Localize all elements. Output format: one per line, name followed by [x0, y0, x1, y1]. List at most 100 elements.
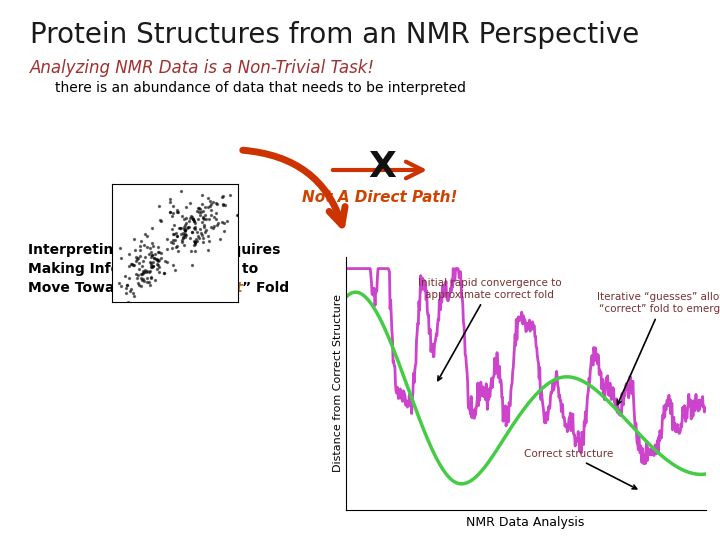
Point — [182, 222, 194, 231]
Point — [189, 240, 201, 249]
Point — [169, 236, 181, 245]
Point — [153, 267, 165, 276]
Point — [231, 211, 243, 219]
Point — [131, 274, 143, 283]
Point — [154, 216, 166, 225]
Point — [187, 214, 199, 223]
Point — [191, 234, 202, 243]
Point — [135, 269, 147, 278]
Point — [221, 217, 233, 226]
Point — [192, 232, 204, 240]
Point — [198, 222, 210, 231]
FancyArrowPatch shape — [243, 150, 345, 225]
Point — [151, 259, 163, 268]
Point — [189, 219, 201, 227]
Point — [122, 298, 134, 307]
Point — [166, 225, 178, 233]
Point — [189, 238, 201, 247]
Point — [180, 214, 192, 222]
Point — [179, 226, 190, 235]
Point — [197, 213, 209, 221]
Point — [189, 247, 201, 255]
Point — [211, 199, 222, 208]
Point — [210, 209, 221, 218]
Point — [140, 268, 152, 276]
Point — [137, 256, 148, 265]
Text: Correct: Correct — [185, 281, 243, 295]
Point — [152, 261, 163, 269]
Point — [147, 261, 158, 270]
Point — [145, 261, 156, 269]
Point — [132, 279, 144, 287]
Point — [197, 207, 209, 215]
Point — [168, 221, 179, 230]
Point — [172, 208, 184, 217]
Point — [114, 244, 125, 252]
Point — [143, 278, 155, 287]
Point — [134, 252, 145, 260]
Point — [145, 262, 157, 271]
Point — [124, 287, 135, 295]
Point — [165, 207, 176, 216]
Point — [152, 257, 163, 266]
Point — [181, 224, 192, 232]
Point — [151, 255, 163, 264]
Point — [171, 205, 182, 214]
Point — [167, 230, 179, 239]
Point — [135, 237, 147, 246]
Point — [171, 208, 183, 217]
Point — [125, 285, 137, 293]
Point — [194, 207, 205, 216]
Point — [186, 260, 197, 269]
Point — [148, 241, 159, 250]
Point — [135, 246, 146, 255]
Point — [143, 250, 155, 259]
Point — [177, 233, 189, 241]
Point — [179, 222, 190, 231]
Point — [189, 237, 200, 245]
X-axis label: NMR Data Analysis: NMR Data Analysis — [467, 516, 585, 529]
Point — [189, 224, 200, 233]
Text: Making Informed “: Making Informed “ — [28, 262, 175, 276]
Point — [123, 274, 135, 282]
Point — [161, 258, 173, 267]
Point — [166, 212, 177, 220]
Point — [135, 274, 147, 282]
Point — [204, 215, 215, 224]
Point — [200, 225, 212, 234]
Point — [217, 200, 228, 209]
Point — [217, 200, 229, 208]
Point — [158, 268, 170, 277]
Point — [145, 250, 157, 259]
Point — [204, 201, 216, 210]
Point — [180, 218, 192, 227]
Point — [185, 246, 197, 255]
Point — [150, 276, 161, 285]
Point — [212, 219, 223, 228]
Point — [178, 231, 189, 239]
Point — [146, 224, 158, 232]
Text: there is an abundance of data that needs to be interpreted: there is an abundance of data that needs… — [55, 81, 466, 95]
Point — [177, 228, 189, 237]
Point — [184, 199, 196, 207]
Point — [180, 233, 192, 241]
Point — [207, 224, 218, 233]
Point — [198, 215, 210, 224]
Point — [194, 234, 205, 242]
Point — [138, 268, 149, 277]
Point — [201, 215, 212, 224]
Point — [202, 194, 214, 202]
Point — [178, 214, 189, 223]
Point — [136, 275, 148, 284]
Point — [189, 238, 200, 247]
Point — [138, 276, 150, 285]
Point — [194, 211, 206, 220]
Point — [151, 265, 163, 274]
Point — [141, 278, 153, 286]
Point — [175, 224, 186, 232]
Point — [143, 268, 155, 276]
Point — [130, 253, 142, 262]
Point — [189, 241, 200, 249]
Point — [168, 230, 180, 238]
Point — [145, 274, 157, 282]
